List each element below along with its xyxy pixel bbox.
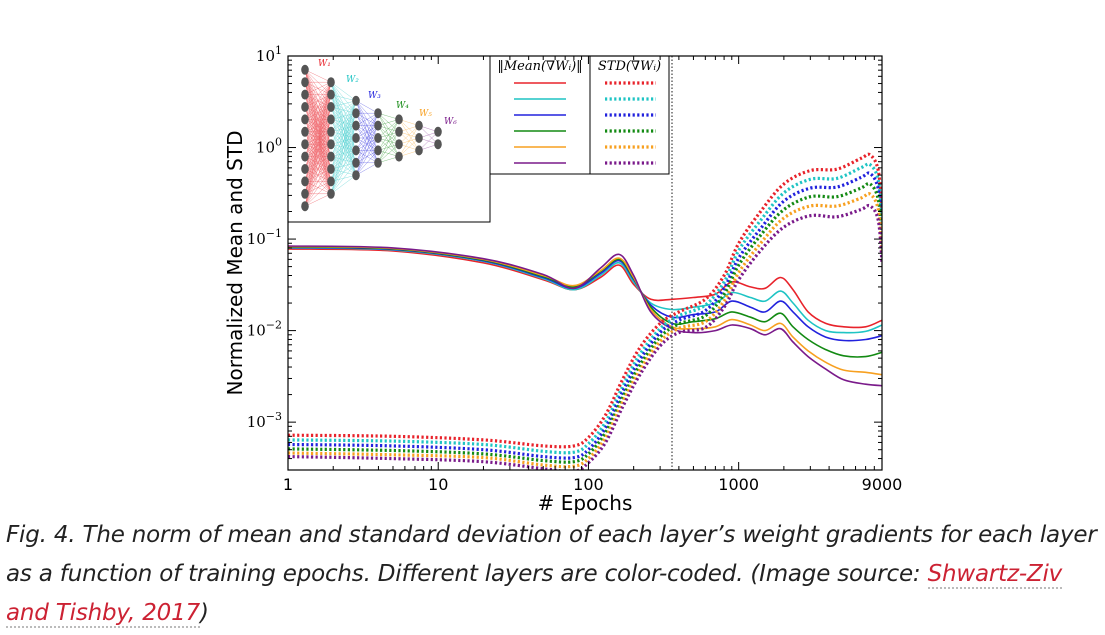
network-node xyxy=(352,157,360,168)
series-layer xyxy=(288,152,882,470)
network-node xyxy=(374,120,382,131)
layer-label: W₆ xyxy=(444,117,457,127)
network-node xyxy=(327,176,335,187)
network-node xyxy=(395,114,403,125)
legend-std-header: STD(∇Wᵢ) xyxy=(598,59,661,74)
mean-line-2 xyxy=(288,247,882,334)
network-node xyxy=(352,108,360,119)
network-node xyxy=(395,126,403,137)
y-tick-label: 10−3 xyxy=(247,410,282,431)
figure: W₁ W₂ W₃ W₄ W₅ W₆ ‖Mean(∇Wᵢ)‖ STD(∇Wᵢ) 1 10 100 1… xyxy=(200,28,920,516)
caption-suffix: ) xyxy=(199,600,209,626)
network-node xyxy=(374,157,382,168)
plot-frame xyxy=(287,55,883,471)
network-node xyxy=(327,114,335,125)
network-node xyxy=(352,170,360,181)
network-node xyxy=(352,145,360,156)
x-tick-label: 1 xyxy=(283,475,293,494)
layer-label: W₂ xyxy=(346,75,359,85)
layer-connections-1 xyxy=(304,69,332,207)
network-node xyxy=(395,139,403,150)
network-node xyxy=(301,77,309,88)
network-node xyxy=(301,64,309,75)
network-node xyxy=(415,120,423,131)
layer-label: W₅ xyxy=(419,109,432,119)
legend-mean-header: ‖Mean(∇Wᵢ)‖ xyxy=(497,59,582,74)
std-line-6 xyxy=(288,203,882,470)
x-tick-label: 10 xyxy=(428,475,448,494)
x-tick-label: 9000 xyxy=(862,475,903,494)
y-axis-title: Normalized Mean and STD xyxy=(223,131,247,396)
network-node xyxy=(301,151,309,162)
network-node xyxy=(327,89,335,100)
network-node xyxy=(374,133,382,143)
source-link[interactable]: Shwartz-Ziv and Tishby, 2017 xyxy=(6,561,1063,628)
layer-label: W₁ xyxy=(318,59,331,69)
network-node xyxy=(374,108,382,119)
legend: ‖Mean(∇Wᵢ)‖ STD(∇Wᵢ) xyxy=(489,55,670,175)
network-node xyxy=(415,133,423,143)
network-node xyxy=(301,188,309,199)
std-line-3 xyxy=(288,171,882,460)
network-node xyxy=(434,126,442,137)
network-node xyxy=(301,139,309,150)
network-node xyxy=(301,126,309,137)
network-node xyxy=(327,102,335,112)
network-node xyxy=(301,89,309,100)
y-tick-label: 10−2 xyxy=(247,319,282,340)
x-tick-label: 100 xyxy=(573,475,604,494)
std-line-5 xyxy=(288,192,882,469)
mean-line-1 xyxy=(288,248,882,329)
layer-label: W₄ xyxy=(396,101,409,111)
network-node xyxy=(301,164,309,174)
network-node xyxy=(301,114,309,125)
x-tick-label: 1000 xyxy=(718,475,759,494)
caption-text: Fig. 4. The norm of mean and standard de… xyxy=(6,522,1097,587)
std-line-4 xyxy=(288,181,882,464)
network-node xyxy=(301,176,309,187)
network-node xyxy=(301,201,309,212)
network-node xyxy=(415,145,423,156)
network-node xyxy=(327,139,335,150)
network-node xyxy=(352,133,360,143)
figure-caption: Fig. 4. The norm of mean and standard de… xyxy=(6,516,1101,633)
network-node xyxy=(327,151,335,162)
y-tick-label: 10−1 xyxy=(247,227,282,248)
layer-connections-2 xyxy=(330,82,357,194)
network-node xyxy=(352,95,360,106)
network-node xyxy=(374,145,382,156)
y-tick-label: 100 xyxy=(256,136,282,157)
network-node xyxy=(327,126,335,137)
network-node xyxy=(327,164,335,174)
mean-line-6 xyxy=(288,245,882,387)
network-node xyxy=(395,151,403,162)
mean-line-4 xyxy=(288,246,882,358)
network-node xyxy=(434,139,442,150)
network-inset: W₁ W₂ W₃ W₄ W₅ W₆ xyxy=(287,55,491,223)
layer-label: W₃ xyxy=(368,91,381,101)
std-line-1 xyxy=(288,152,882,449)
axis-ticks: 1 10 100 1000 9000 101 100 10−1 10−2 10−3 xyxy=(247,44,903,494)
y-tick-label: 101 xyxy=(256,44,282,65)
network-node xyxy=(327,77,335,88)
x-axis-title: # Epochs xyxy=(538,491,633,515)
network-node xyxy=(352,120,360,131)
network-node xyxy=(327,188,335,199)
network-node xyxy=(301,102,309,112)
